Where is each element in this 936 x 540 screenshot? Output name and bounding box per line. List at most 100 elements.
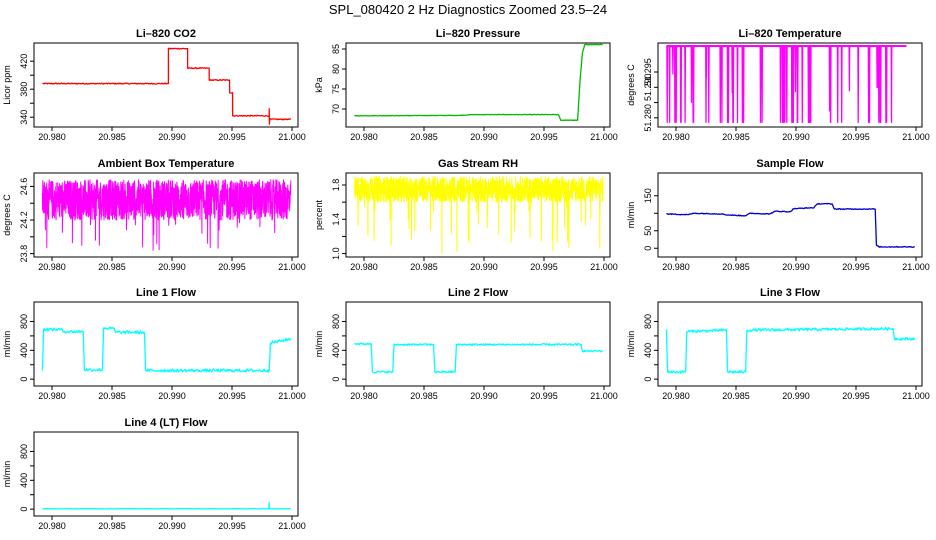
x-tick-label: 20.995: [218, 132, 246, 142]
y-axis-label: ml/min: [2, 461, 12, 488]
chart-title: Li–820 Temperature: [738, 28, 841, 40]
y-tick-label: 1.0: [331, 247, 341, 260]
x-tick-label: 20.980: [38, 391, 66, 401]
chart-title: Ambient Box Temperature: [98, 158, 235, 170]
x-tick-label: 20.980: [350, 262, 378, 272]
x-tick-label: 20.985: [410, 262, 438, 272]
x-tick-label: 20.995: [530, 391, 558, 401]
x-tick-label: 20.985: [98, 132, 126, 142]
y-tick-label: 800: [331, 314, 341, 329]
plot-frame: [33, 172, 299, 258]
y-tick-label: 24.6: [19, 178, 29, 196]
x-tick-label: 20.980: [662, 262, 690, 272]
series-line: [42, 502, 291, 510]
x-tick-label: 20.995: [530, 132, 558, 142]
x-tick-label: 20.985: [410, 391, 438, 401]
plot-frame: [345, 301, 611, 387]
y-tick-label: 1.4: [331, 213, 341, 226]
x-tick-label: 20.980: [350, 132, 378, 142]
x-tick-label: 20.985: [98, 262, 126, 272]
chart-title: Line 2 Flow: [448, 287, 508, 299]
x-tick-label: 20.980: [350, 391, 378, 401]
y-tick-label: 800: [19, 314, 29, 329]
plot-frame: [657, 172, 923, 258]
x-tick-label: 20.990: [782, 262, 810, 272]
x-tick-label: 21.000: [902, 262, 930, 272]
series-line: [665, 326, 916, 374]
y-tick-label: 380: [19, 82, 29, 97]
y-tick-label: 1.8: [331, 179, 341, 192]
x-tick-label: 20.985: [98, 391, 126, 401]
y-tick-label: 51.290: [643, 74, 653, 102]
y-axis-label: percent: [314, 199, 324, 230]
series-line: [42, 47, 292, 125]
chart-panel: Gas Stream RH 20.980 20.985 20.990 20.995 21.…: [314, 158, 618, 272]
chart-panel: Sample Flow 20.980 20.985 20.990 20.995 21.00…: [626, 158, 930, 272]
series-line: [353, 175, 604, 254]
x-tick-label: 21.000: [278, 132, 306, 142]
x-tick-label: 20.990: [470, 132, 498, 142]
y-tick-label: 400: [331, 343, 341, 358]
y-axis-label: kPa: [314, 77, 324, 93]
x-tick-label: 21.000: [902, 391, 930, 401]
x-tick-label: 20.985: [410, 132, 438, 142]
chart-panel: Li–820 CO2 20.980 20.985 20.990 20.995 21.000…: [2, 28, 306, 142]
series-line: [41, 326, 292, 373]
y-axis-label: degrees C: [2, 194, 12, 236]
y-tick-label: 23.8: [19, 245, 29, 263]
chart-title: Line 3 Flow: [760, 287, 820, 299]
x-tick-label: 20.990: [158, 521, 186, 531]
x-tick-label: 20.980: [38, 262, 66, 272]
x-tick-label: 21.000: [278, 262, 306, 272]
y-axis-label: ml/min: [626, 331, 636, 358]
x-tick-label: 21.000: [278, 521, 306, 531]
y-tick-label: 0: [19, 377, 29, 382]
series-line: [666, 202, 915, 248]
x-tick-label: 20.995: [842, 391, 870, 401]
x-tick-label: 20.980: [38, 132, 66, 142]
x-tick-label: 20.985: [722, 262, 750, 272]
x-tick-label: 20.980: [38, 521, 66, 531]
x-tick-label: 20.995: [530, 262, 558, 272]
plot-frame: [345, 172, 611, 258]
x-tick-label: 20.985: [722, 132, 750, 142]
y-tick-label: 800: [19, 444, 29, 459]
y-axis-label: ml/min: [314, 331, 324, 358]
x-tick-label: 20.985: [722, 391, 750, 401]
x-tick-label: 20.995: [218, 391, 246, 401]
x-tick-label: 20.990: [470, 391, 498, 401]
chart-panel: Line 3 Flow 20.980 20.985 20.990 20.995 21.00…: [626, 287, 930, 401]
x-tick-label: 20.990: [158, 132, 186, 142]
y-tick-label: 85: [331, 44, 341, 54]
series-line: [41, 179, 292, 251]
x-tick-label: 20.980: [662, 391, 690, 401]
chart-title: Li–820 CO2: [136, 28, 196, 40]
x-tick-label: 21.000: [902, 132, 930, 142]
x-tick-label: 21.000: [590, 391, 618, 401]
y-tick-label: 51.280: [643, 104, 653, 132]
y-tick-label: 0: [643, 246, 653, 251]
y-tick-label: 51.295: [643, 58, 653, 86]
plot-frame: [33, 42, 299, 128]
plot-frame: [33, 301, 299, 387]
x-tick-label: 21.000: [590, 132, 618, 142]
chart-title: Line 4 (LT) Flow: [125, 417, 208, 429]
figure-title: SPL_080420 2 Hz Diagnostics Zoomed 23.5–…: [329, 2, 607, 17]
y-axis-label: ml/min: [626, 202, 636, 229]
chart-title: Li–820 Pressure: [436, 28, 520, 40]
y-tick-label: 24.2: [19, 211, 29, 229]
series-line: [354, 342, 603, 374]
chart-panel: Line 4 (LT) Flow 20.980 20.985 20.990 20.995…: [2, 417, 306, 531]
x-tick-label: 20.990: [158, 391, 186, 401]
y-tick-label: 75: [331, 84, 341, 94]
y-axis-label: Licor ppm: [2, 65, 12, 105]
x-tick-label: 20.985: [98, 521, 126, 531]
y-tick-label: 400: [643, 343, 653, 358]
y-tick-label: 0: [19, 507, 29, 512]
y-tick-label: 340: [19, 110, 29, 125]
y-tick-label: 800: [643, 314, 653, 329]
x-tick-label: 20.995: [842, 262, 870, 272]
plot-frame: [657, 42, 923, 128]
x-tick-label: 20.995: [218, 262, 246, 272]
